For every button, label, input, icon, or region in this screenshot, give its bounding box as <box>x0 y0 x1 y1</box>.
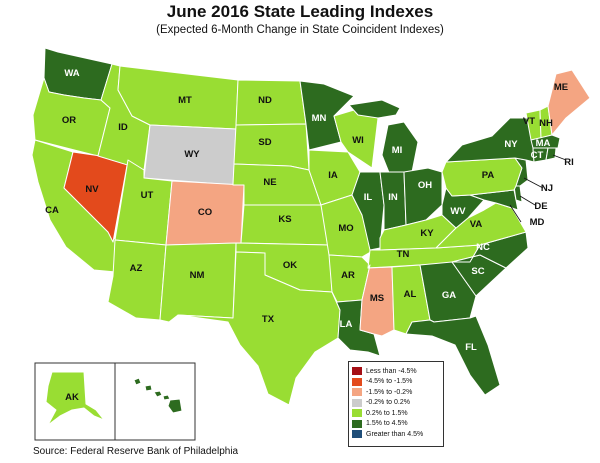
label-MN: MN <box>312 113 327 124</box>
label-FL: FL <box>465 342 477 353</box>
label-ND: ND <box>258 95 272 106</box>
map-subtitle: (Expected 6-Month Change in State Coinci… <box>156 24 444 36</box>
state-HI <box>133 377 183 414</box>
legend-item: 0.2% to 1.5% <box>352 408 440 418</box>
state-NE <box>232 163 322 206</box>
legend-label: 0.2% to 1.5% <box>366 409 408 417</box>
label-OR: OR <box>62 115 76 126</box>
label-AK: AK <box>65 392 79 403</box>
map-title: June 2016 State Leading Indexes <box>166 2 434 21</box>
label-OH: OH <box>418 180 432 191</box>
legend-swatch <box>352 388 362 396</box>
label-AR: AR <box>341 270 355 281</box>
state-RI <box>545 147 557 161</box>
legend-item: 1.5% to 4.5% <box>352 419 440 429</box>
label-UT: UT <box>141 190 154 201</box>
label-NE: NE <box>263 177 276 188</box>
legend-item: Less than -4.5% <box>352 366 440 376</box>
label-TN: TN <box>397 249 410 260</box>
label-NJ: NJ <box>541 183 553 194</box>
state-KS <box>240 204 330 246</box>
inset-box-hawaii <box>114 362 196 441</box>
legend-label: -0.2% to 0.2% <box>366 399 410 406</box>
legend-label: -4.5% to -1.5% <box>366 378 413 385</box>
label-CO: CO <box>198 207 212 218</box>
label-NC: NC <box>476 242 490 253</box>
label-WA: WA <box>64 68 79 79</box>
legend-item: -1.5% to -0.2% <box>352 387 440 397</box>
legend-swatch <box>352 409 362 417</box>
label-MS: MS <box>370 293 384 304</box>
label-GA: GA <box>442 290 456 301</box>
label-MI: MI <box>392 145 403 156</box>
state-AZ <box>107 239 167 321</box>
legend-item: -0.2% to 0.2% <box>352 398 440 408</box>
label-IA: IA <box>328 170 338 181</box>
label-WY: WY <box>184 149 200 160</box>
state-MA <box>530 134 561 149</box>
label-VT: VT <box>523 116 535 127</box>
label-WV: WV <box>450 206 466 217</box>
label-KY: KY <box>420 228 434 239</box>
label-RI: RI <box>564 157 574 168</box>
label-IL: IL <box>364 192 373 203</box>
legend-item: -4.5% to -1.5% <box>352 377 440 387</box>
legend-label: Less than -4.5% <box>366 367 417 375</box>
label-VA: VA <box>470 219 483 230</box>
label-TX: TX <box>262 314 275 325</box>
legend-swatch <box>352 430 362 438</box>
label-NH: NH <box>539 118 553 129</box>
state-TX <box>177 251 341 406</box>
legend: Less than -4.5% -4.5% to -1.5% -1.5% to -0… <box>348 361 444 447</box>
legend-label: 1.5% to 4.5% <box>366 420 408 427</box>
label-CT: CT <box>531 150 544 161</box>
label-AZ: AZ <box>130 263 143 274</box>
legend-label: Greater than 4.5% <box>366 430 424 438</box>
state-LA <box>331 291 381 357</box>
legend-swatch <box>352 367 362 375</box>
label-NV: NV <box>85 184 99 195</box>
legend-label: -1.5% to -0.2% <box>366 388 413 396</box>
legend-swatch <box>352 398 362 407</box>
legend-swatch <box>352 419 362 428</box>
label-MT: MT <box>178 95 192 106</box>
callout-lines <box>509 154 567 223</box>
label-IN: IN <box>388 192 398 203</box>
label-NM: NM <box>190 270 205 281</box>
label-NY: NY <box>504 139 518 150</box>
label-WI: WI <box>352 135 364 146</box>
legend-item: Greater than 4.5% <box>352 429 440 439</box>
state-ME <box>547 69 591 136</box>
label-DE: DE <box>534 201 547 212</box>
label-OK: OK <box>283 260 297 271</box>
legend-swatch <box>352 377 362 386</box>
label-MD: MD <box>530 217 545 228</box>
source-note: Source: Federal Reserve Bank of Philadel… <box>33 446 239 457</box>
label-SD: SD <box>258 137 271 148</box>
label-LA: LA <box>340 319 353 330</box>
label-MO: MO <box>338 223 353 234</box>
state-NM <box>159 242 237 323</box>
label-MA: MA <box>536 138 551 149</box>
label-AL: AL <box>404 289 417 300</box>
label-PA: PA <box>482 170 495 181</box>
state-labels: WA OR CA NV ID MT WY UT AZ CO NM ND SD NE KS OK TX MN IA MO… <box>45 68 574 415</box>
state-NY <box>445 117 535 163</box>
label-ID: ID <box>118 122 128 133</box>
label-CA: CA <box>45 205 59 216</box>
state-AK <box>45 371 105 426</box>
state-FL <box>405 315 501 396</box>
label-ME: ME <box>554 82 568 93</box>
label-SC: SC <box>471 266 484 277</box>
label-KS: KS <box>278 214 291 225</box>
label-HI: HI <box>138 404 148 415</box>
